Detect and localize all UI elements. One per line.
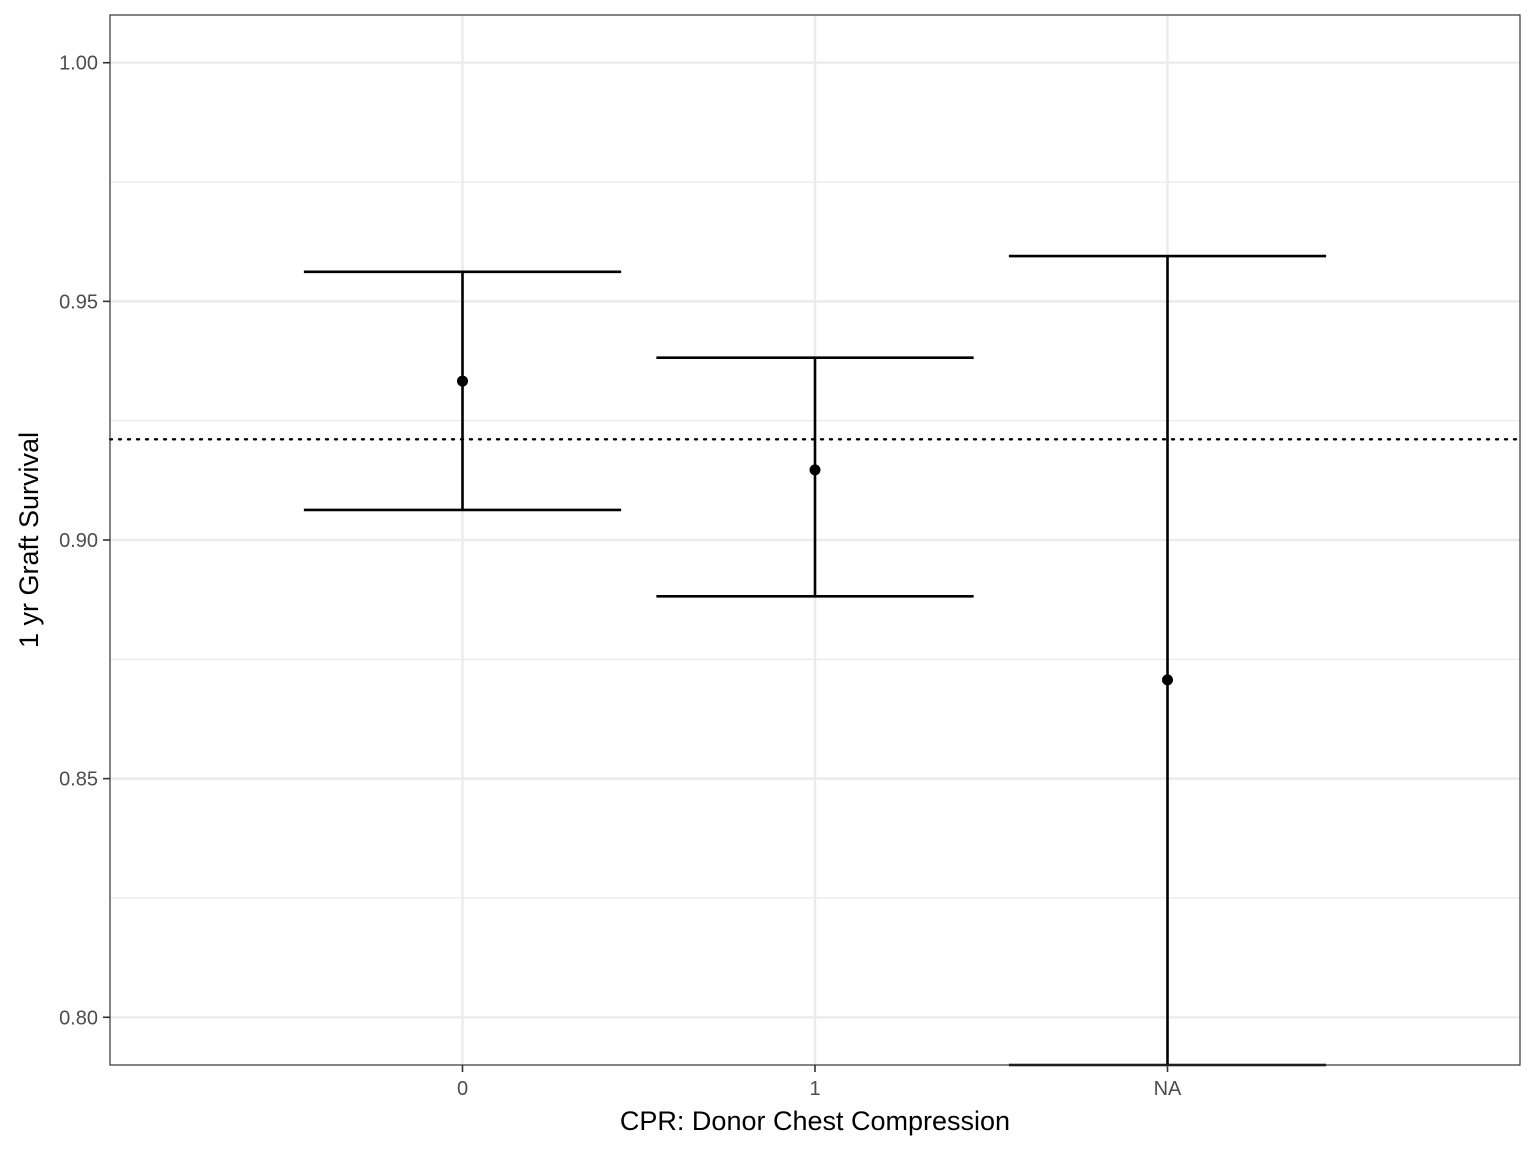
y-tick-label: 0.90 [59, 530, 98, 552]
grid [110, 15, 1520, 1065]
estimate-point [1162, 674, 1173, 686]
x-tick-label: 0 [457, 1078, 468, 1100]
x-axis-title: CPR: Donor Chest Compression [620, 1106, 1010, 1136]
y-axis-title: 1 yr Graft Survival [14, 432, 44, 648]
estimate-point [457, 375, 468, 387]
x-tick-label: 1 [809, 1078, 820, 1100]
x-tick-label: NA [1154, 1078, 1182, 1100]
axes: 0.80 0.85 0.90 0.95 1.00 0 1 NA [59, 53, 1182, 1100]
estimate-point [809, 464, 821, 476]
y-tick-label: 0.85 [59, 769, 98, 791]
y-tick-label: 1.00 [59, 53, 98, 75]
y-tick-label: 0.80 [59, 1007, 98, 1029]
y-tick-label: 0.95 [59, 291, 98, 313]
